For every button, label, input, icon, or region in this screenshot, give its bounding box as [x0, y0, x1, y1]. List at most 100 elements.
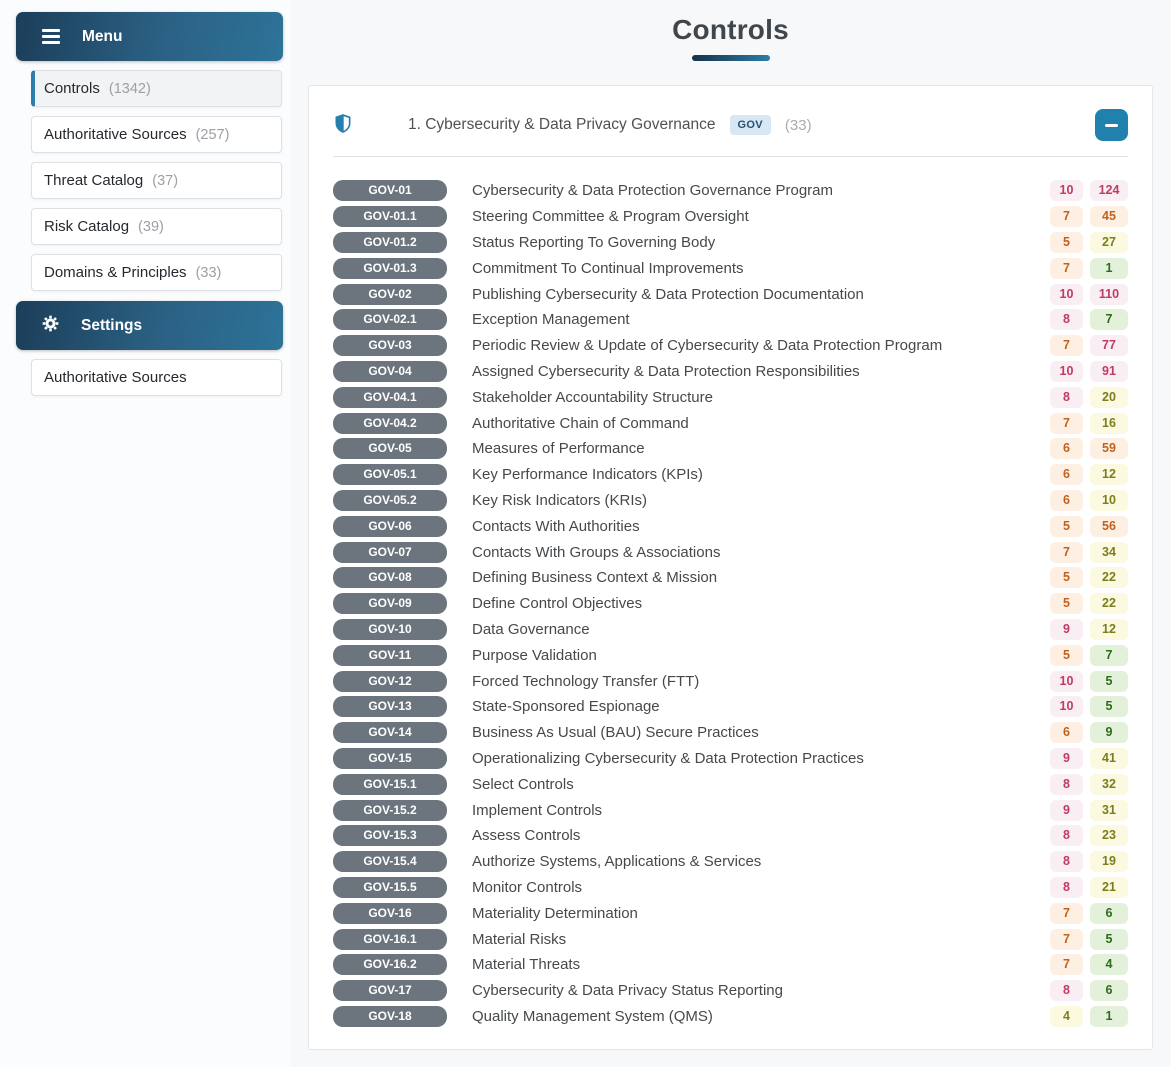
control-code-pill[interactable]: GOV-12	[333, 670, 447, 692]
sidebar-item-authoritative-sources[interactable]: Authoritative Sources (257)	[31, 116, 282, 153]
control-code-pill[interactable]: GOV-15.1	[333, 773, 447, 795]
control-row[interactable]: GOV-01.1 Steering Committee & Program Ov…	[333, 204, 1128, 230]
control-code-pill[interactable]: GOV-01.1	[333, 206, 447, 228]
control-row[interactable]: GOV-07 Contacts With Groups & Associatio…	[333, 539, 1128, 565]
mapping-count-badge: 110	[1090, 283, 1128, 305]
sidebar-item-controls[interactable]: Controls (1342)	[31, 70, 282, 107]
control-row[interactable]: GOV-15.3 Assess Controls 8 23	[333, 823, 1128, 849]
sidebar-item-label: Threat Catalog	[44, 172, 144, 189]
control-row[interactable]: GOV-05.1 Key Performance Indicators (KPI…	[333, 462, 1128, 488]
control-code-pill[interactable]: GOV-02	[333, 283, 447, 305]
control-row[interactable]: GOV-16 Materiality Determination 7 6	[333, 900, 1128, 926]
section-header: 1. Cybersecurity & Data Privacy Governan…	[333, 109, 1128, 141]
control-badges: 8 32	[1050, 773, 1128, 795]
weight-badge: 9	[1050, 799, 1083, 821]
control-row[interactable]: GOV-03 Periodic Review & Update of Cyber…	[333, 333, 1128, 359]
control-row[interactable]: GOV-08 Defining Business Context & Missi…	[333, 565, 1128, 591]
control-code-pill[interactable]: GOV-15	[333, 747, 447, 769]
control-name: Materiality Determination	[472, 904, 638, 922]
control-badges: 8 23	[1050, 825, 1128, 847]
control-row[interactable]: GOV-16.1 Material Risks 7 5	[333, 926, 1128, 952]
control-code-pill[interactable]: GOV-05.1	[333, 464, 447, 486]
control-row[interactable]: GOV-10 Data Governance 9 12	[333, 617, 1128, 643]
control-code-pill[interactable]: GOV-17	[333, 980, 447, 1002]
control-badges: 5 56	[1050, 515, 1128, 537]
mapping-count-badge: 10	[1090, 489, 1128, 511]
weight-badge: 5	[1050, 231, 1083, 253]
control-code-pill[interactable]: GOV-14	[333, 722, 447, 744]
mapping-count-badge: 77	[1090, 335, 1128, 357]
sidebar-item-count: (257)	[195, 126, 230, 143]
control-code-pill[interactable]: GOV-11	[333, 644, 447, 666]
control-code-pill[interactable]: GOV-10	[333, 618, 447, 640]
control-row[interactable]: GOV-01.3 Commitment To Continual Improve…	[333, 255, 1128, 281]
control-code-pill[interactable]: GOV-15.2	[333, 799, 447, 821]
control-row[interactable]: GOV-15.1 Select Controls 8 32	[333, 771, 1128, 797]
control-row[interactable]: GOV-02.1 Exception Management 8 7	[333, 307, 1128, 333]
control-name: Purpose Validation	[472, 646, 597, 664]
control-code-pill[interactable]: GOV-09	[333, 593, 447, 615]
control-row[interactable]: GOV-17 Cybersecurity & Data Privacy Stat…	[333, 978, 1128, 1004]
weight-badge: 10	[1050, 696, 1083, 718]
control-code-pill[interactable]: GOV-01	[333, 180, 447, 202]
control-code-pill[interactable]: GOV-18	[333, 1005, 447, 1027]
control-code-pill[interactable]: GOV-16.2	[333, 954, 447, 976]
control-code-pill[interactable]: GOV-02.1	[333, 309, 447, 331]
weight-badge: 5	[1050, 644, 1083, 666]
control-row[interactable]: GOV-15.2 Implement Controls 9 31	[333, 797, 1128, 823]
settings-item-authoritative-sources[interactable]: Authoritative Sources	[31, 359, 282, 396]
control-badges: 7 16	[1050, 412, 1128, 434]
control-code-pill[interactable]: GOV-13	[333, 696, 447, 718]
control-badges: 9 41	[1050, 747, 1128, 769]
control-code-pill[interactable]: GOV-01.2	[333, 231, 447, 253]
control-row[interactable]: GOV-18 Quality Management System (QMS) 4…	[333, 1004, 1128, 1030]
control-row[interactable]: GOV-04.2 Authoritative Chain of Command …	[333, 410, 1128, 436]
control-code-pill[interactable]: GOV-07	[333, 541, 447, 563]
control-row[interactable]: GOV-04 Assigned Cybersecurity & Data Pro…	[333, 359, 1128, 385]
control-name: Business As Usual (BAU) Secure Practices	[472, 724, 759, 742]
control-row[interactable]: GOV-15.5 Monitor Controls 8 21	[333, 875, 1128, 901]
control-row[interactable]: GOV-13 State-Sponsored Espionage 10 5	[333, 694, 1128, 720]
control-row[interactable]: GOV-05 Measures of Performance 6 59	[333, 436, 1128, 462]
control-row[interactable]: GOV-11 Purpose Validation 5 7	[333, 642, 1128, 668]
control-code-pill[interactable]: GOV-05	[333, 438, 447, 460]
mapping-count-badge: 45	[1090, 206, 1128, 228]
mapping-count-badge: 124	[1090, 180, 1128, 202]
settings-header[interactable]: Settings	[16, 301, 283, 350]
control-code-pill[interactable]: GOV-04	[333, 360, 447, 382]
control-row[interactable]: GOV-02 Publishing Cybersecurity & Data P…	[333, 281, 1128, 307]
control-row[interactable]: GOV-14 Business As Usual (BAU) Secure Pr…	[333, 720, 1128, 746]
control-name: Define Control Objectives	[472, 595, 643, 613]
weight-badge: 7	[1050, 541, 1083, 563]
mapping-count-badge: 27	[1090, 231, 1128, 253]
control-code-pill[interactable]: GOV-15.5	[333, 876, 447, 898]
menu-header[interactable]: Menu	[16, 12, 283, 61]
control-code-pill[interactable]: GOV-08	[333, 567, 447, 589]
control-code-pill[interactable]: GOV-01.3	[333, 257, 447, 279]
control-row[interactable]: GOV-05.2 Key Risk Indicators (KRIs) 6 10	[333, 488, 1128, 514]
control-row[interactable]: GOV-16.2 Material Threats 7 4	[333, 952, 1128, 978]
control-row[interactable]: GOV-15 Operationalizing Cybersecurity & …	[333, 746, 1128, 772]
control-code-pill[interactable]: GOV-04.1	[333, 386, 447, 408]
control-row[interactable]: GOV-06 Contacts With Authorities 5 56	[333, 513, 1128, 539]
control-code-pill[interactable]: GOV-15.4	[333, 851, 447, 873]
control-code-pill[interactable]: GOV-16	[333, 902, 447, 924]
weight-badge: 7	[1050, 928, 1083, 950]
control-code-pill[interactable]: GOV-16.1	[333, 928, 447, 950]
control-row[interactable]: GOV-15.4 Authorize Systems, Applications…	[333, 849, 1128, 875]
weight-badge: 8	[1050, 309, 1083, 331]
control-code-pill[interactable]: GOV-06	[333, 515, 447, 537]
sidebar-item-threat-catalog[interactable]: Threat Catalog (37)	[31, 162, 282, 199]
sidebar-item-domains-principles[interactable]: Domains & Principles (33)	[31, 254, 282, 291]
control-row[interactable]: GOV-04.1 Stakeholder Accountability Stru…	[333, 384, 1128, 410]
control-code-pill[interactable]: GOV-04.2	[333, 412, 447, 434]
collapse-section-button[interactable]	[1095, 109, 1128, 141]
control-code-pill[interactable]: GOV-05.2	[333, 489, 447, 511]
control-code-pill[interactable]: GOV-03	[333, 335, 447, 357]
sidebar-item-risk-catalog[interactable]: Risk Catalog (39)	[31, 208, 282, 245]
control-code-pill[interactable]: GOV-15.3	[333, 825, 447, 847]
control-row[interactable]: GOV-01 Cybersecurity & Data Protection G…	[333, 178, 1128, 204]
control-row[interactable]: GOV-09 Define Control Objectives 5 22	[333, 591, 1128, 617]
control-row[interactable]: GOV-12 Forced Technology Transfer (FTT) …	[333, 668, 1128, 694]
control-row[interactable]: GOV-01.2 Status Reporting To Governing B…	[333, 230, 1128, 256]
